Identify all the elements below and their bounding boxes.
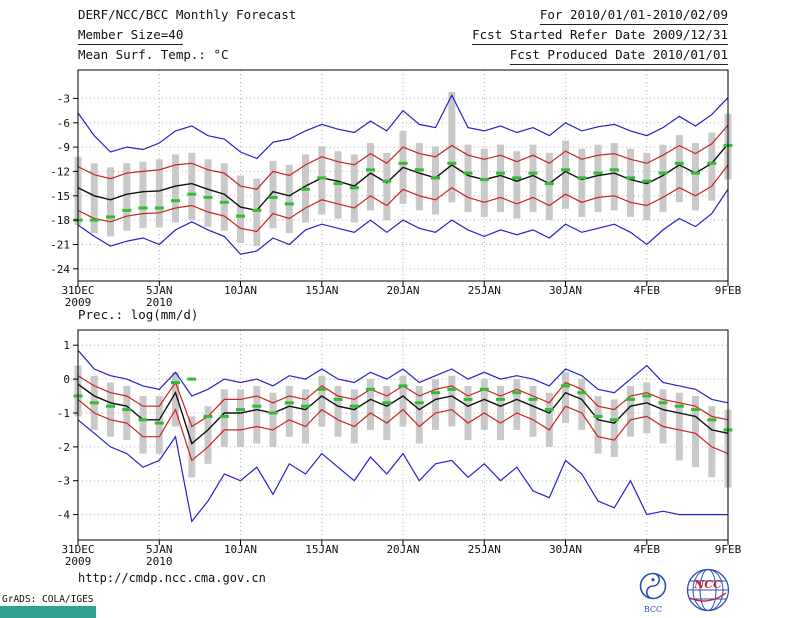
y-tick-label: -21 — [50, 239, 70, 252]
bcc-logo-label: BCC — [643, 605, 663, 614]
series-ensemble-max — [77, 93, 729, 160]
series-ensemble-min — [77, 419, 728, 523]
y-tick-label: -12 — [50, 165, 70, 178]
x-tick-year-label: 2009 — [65, 296, 92, 309]
y-tick-label: -6 — [57, 117, 70, 130]
x-tick-label: 25JAN — [468, 284, 501, 297]
refer-date-label: Fcst Started Refer Date 2009/12/31 — [472, 28, 728, 45]
y-tick-label: -3 — [57, 92, 70, 105]
series-upper-quartile — [77, 124, 729, 190]
series-ensemble-min — [77, 188, 729, 255]
x-tick-label: 5JAN — [146, 543, 173, 556]
y-tick-label: -2 — [57, 441, 70, 454]
ncc-logo-label: NCC — [693, 578, 722, 591]
x-tick-label: 30JAN — [549, 543, 582, 556]
x-tick-label: 15JAN — [305, 284, 338, 297]
x-tick-label: 25JAN — [468, 543, 501, 556]
x-tick-year-label: 2010 — [146, 296, 173, 309]
x-tick-year-label: 2009 — [65, 555, 92, 568]
y-tick-label: 1 — [63, 339, 70, 352]
y-tick-label: -24 — [50, 263, 70, 276]
x-tick-label: 10JAN — [224, 284, 257, 297]
website-url: http://cmdp.ncc.cma.gov.cn — [78, 571, 266, 585]
x-tick-label: 9FEB — [715, 543, 742, 556]
precip-chart-title: Prec.: log(mm/d) — [78, 307, 199, 322]
x-tick-label: 15JAN — [305, 543, 338, 556]
x-tick-label: 31DEC — [61, 284, 94, 297]
y-tick-label: 0 — [63, 373, 70, 386]
y-tick-label: -15 — [50, 190, 70, 203]
x-tick-label: 20JAN — [386, 284, 419, 297]
series-lower-quartile — [77, 398, 729, 462]
x-tick-label: 20JAN — [386, 543, 419, 556]
y-tick-label: -9 — [57, 141, 70, 154]
ncc-globe-icon: NCC — [686, 568, 730, 612]
grads-credit: GrADS: COLA/IGES — [2, 594, 94, 605]
x-tick-label: 30JAN — [549, 284, 582, 297]
series-ensemble-mean — [77, 383, 729, 445]
x-tick-label: 5JAN — [146, 284, 173, 297]
bcc-logo: BCC — [630, 571, 676, 614]
member-size-label: Member Size=40 — [78, 28, 184, 45]
x-tick-label: 31DEC — [61, 543, 94, 556]
series-ensemble-max — [77, 349, 729, 404]
bcc-swirl-icon — [639, 572, 667, 600]
x-tick-label: 4FEB — [634, 284, 661, 297]
x-tick-label: 9FEB — [715, 284, 742, 297]
series-lower-quartile — [77, 164, 729, 233]
series-ensemble-mean — [77, 143, 729, 212]
x-tick-label: 10JAN — [224, 543, 257, 556]
x-tick-year-label: 2010 — [146, 555, 173, 568]
forecast-range-label: For 2010/01/01-2010/02/09 — [539, 8, 728, 25]
y-tick-label: -4 — [57, 509, 71, 522]
page-title: DERF/NCC/BCC Monthly Forecast — [78, 7, 297, 22]
y-tick-label: -18 — [50, 214, 70, 227]
grads-stamp-bar — [0, 606, 96, 618]
x-tick-label: 4FEB — [634, 543, 661, 556]
produced-date-label: Fcst Produced Date 2010/01/01 — [509, 48, 728, 65]
temperature-chart-title: Mean Surf. Temp.: °C — [78, 47, 229, 62]
ncc-logo: NCC — [684, 566, 732, 618]
observation-dashes — [73, 144, 733, 222]
y-tick-label: -3 — [57, 475, 70, 488]
y-tick-label: -1 — [57, 407, 70, 420]
ensemble-spread-bars — [74, 365, 732, 488]
